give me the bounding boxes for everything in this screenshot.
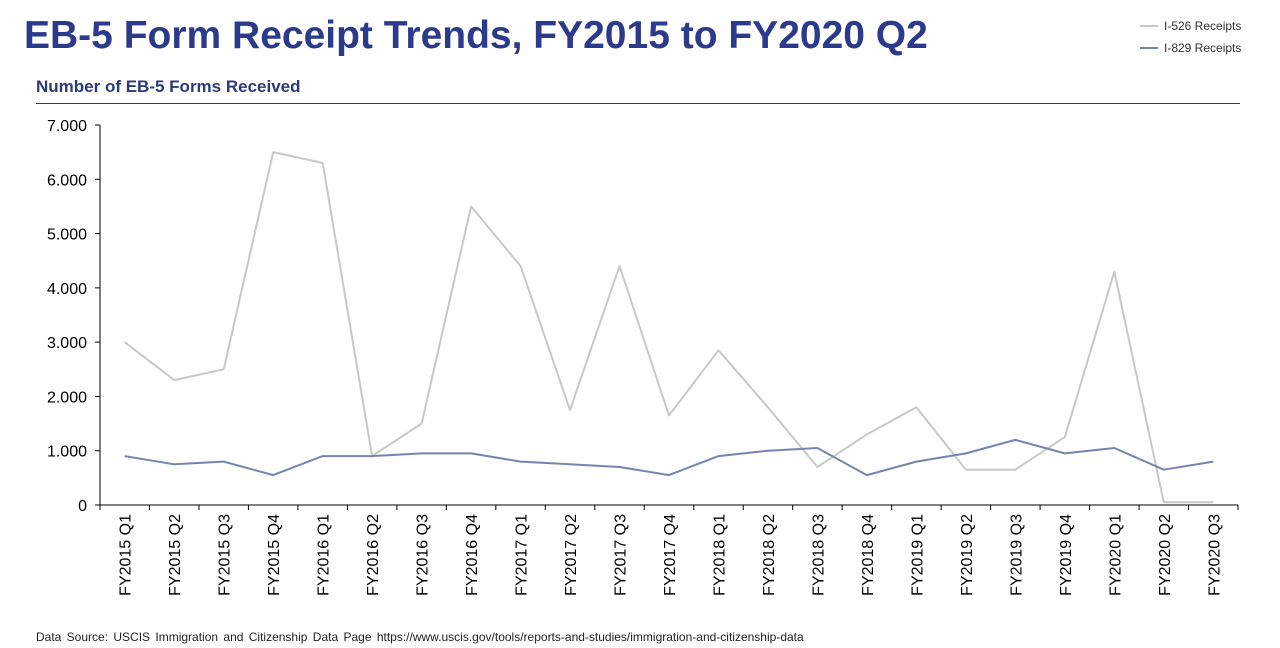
x-tick-label: FY2016 Q4 [464, 514, 481, 596]
y-tick-label: 1.000 [47, 444, 87, 461]
x-tick-label: FY2018 Q3 [810, 514, 827, 596]
x-tick-label: FY2016 Q1 [316, 514, 333, 596]
x-tick-label: FY2017 Q1 [514, 514, 531, 596]
legend-swatch-i526 [1140, 25, 1158, 27]
x-tick-label: FY2019 Q3 [1008, 514, 1025, 596]
header-divider [36, 103, 1240, 104]
x-tick-label: FY2018 Q2 [761, 514, 778, 596]
data-source-note: Data Source: USCIS Immigration and Citiz… [36, 630, 804, 644]
x-tick-label: FY2018 Q4 [860, 514, 877, 596]
y-tick-label: 4.000 [47, 281, 87, 298]
x-tick-label: FY2019 Q1 [909, 514, 926, 596]
x-tick-label: FY2015 Q4 [266, 514, 283, 596]
x-tick-label: FY2018 Q1 [711, 514, 728, 596]
legend-swatch-i829 [1140, 47, 1158, 49]
x-tick-label: FY2017 Q2 [563, 514, 580, 596]
y-tick-label: 3.000 [47, 335, 87, 352]
y-tick-label: 0 [78, 498, 87, 515]
legend-item-i526: I-526 Receipts [1140, 15, 1241, 37]
y-tick-label: 6.000 [47, 172, 87, 189]
y-tick-label: 2.000 [47, 389, 87, 406]
y-tick-label: 5.000 [47, 227, 87, 244]
x-tick-label: FY2016 Q3 [415, 514, 432, 596]
legend-item-i829: I-829 Receipts [1140, 37, 1241, 59]
legend: I-526 Receipts I-829 Receipts [1140, 15, 1241, 59]
x-tick-label: FY2015 Q2 [167, 514, 184, 596]
series-line-i526 [124, 151, 1214, 504]
x-tick-label: FY2019 Q4 [1058, 514, 1075, 596]
legend-label-i829: I-829 Receipts [1164, 41, 1242, 55]
x-tick-label: FY2015 Q3 [217, 514, 234, 596]
x-tick-label: FY2020 Q3 [1206, 514, 1223, 596]
legend-label-i526: I-526 Receipts [1164, 19, 1242, 33]
y-tick-label: 7.000 [47, 118, 87, 135]
chart-title: EB-5 Form Receipt Trends, FY2015 to FY20… [24, 14, 928, 57]
x-tick-label: FY2016 Q2 [365, 514, 382, 596]
x-tick-label: FY2015 Q1 [118, 514, 135, 596]
x-tick-label: FY2017 Q4 [662, 514, 679, 596]
chart-subtitle: Number of EB-5 Forms Received [36, 77, 301, 96]
x-tick-label: FY2019 Q2 [959, 514, 976, 596]
line-chart: 0 1.000 2.000 3.000 4.000 5.000 6.000 7.000 FY20… [47, 118, 1239, 596]
x-tick-label: FY2020 Q2 [1157, 514, 1174, 596]
x-tick-label: FY2020 Q1 [1107, 514, 1124, 596]
series-line-i829 [124, 438, 1214, 477]
x-tick-label: FY2017 Q3 [613, 514, 630, 596]
